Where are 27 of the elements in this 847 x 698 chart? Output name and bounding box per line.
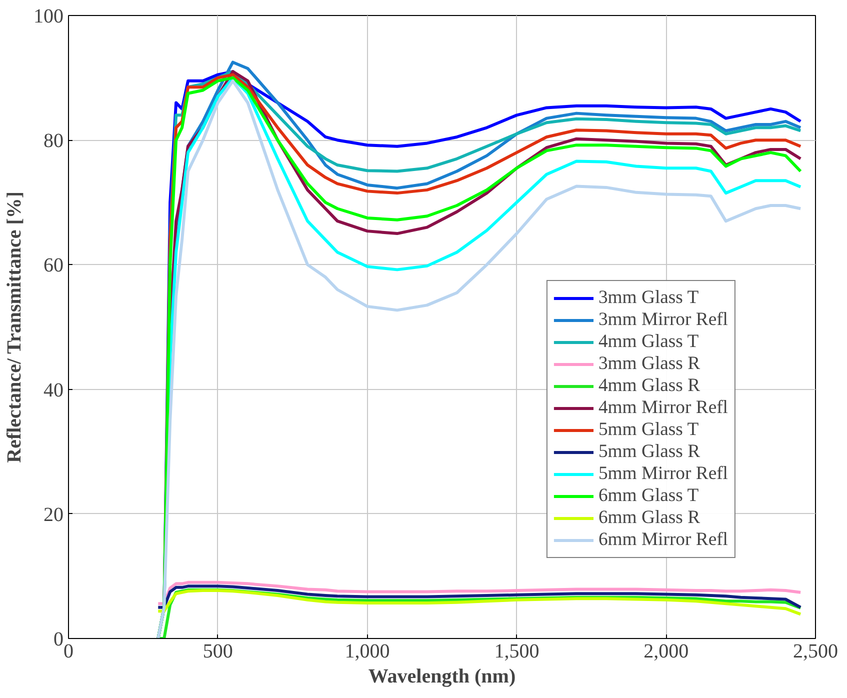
line-series xyxy=(156,580,802,606)
x-tick-label: 1,500 xyxy=(494,640,540,662)
legend-label: 6mm Mirror Refl xyxy=(598,529,728,551)
y-tick-label: 80 xyxy=(44,130,64,152)
y-axis-title: Reflectance/ Transmittance [%] xyxy=(4,191,26,463)
y-tick-label: 60 xyxy=(44,254,64,277)
x-tick-label: 1,000 xyxy=(344,640,390,662)
line-series xyxy=(156,584,802,609)
y-tick-label: 40 xyxy=(44,379,64,402)
legend-label: 5mm Glass T xyxy=(598,419,699,441)
legend-label: 5mm Glass R xyxy=(598,441,700,463)
legend-label: 4mm Glass T xyxy=(598,331,699,353)
legend-label: 3mm Glass R xyxy=(598,353,700,375)
line-series xyxy=(156,589,802,616)
x-tick-label: 2,500 xyxy=(793,640,838,662)
x-tick-label: 500 xyxy=(202,640,233,662)
x-axis-title: Wavelength (nm) xyxy=(368,666,516,688)
y-tick-label: 20 xyxy=(44,504,64,526)
y-tick-label: 100 xyxy=(34,6,64,28)
x-tick-label: 2,000 xyxy=(644,640,689,662)
legend-label: 4mm Mirror Refl xyxy=(598,397,728,419)
legend-label: 5mm Mirror Refl xyxy=(598,463,728,485)
legend-label: 6mm Glass R xyxy=(598,507,700,529)
legend-label: 3mm Mirror Refl xyxy=(598,309,728,331)
legend-label: 3mm Glass T xyxy=(598,287,699,309)
legend-label: 4mm Glass R xyxy=(598,375,700,397)
legend-label: 6mm Glass T xyxy=(598,485,699,507)
